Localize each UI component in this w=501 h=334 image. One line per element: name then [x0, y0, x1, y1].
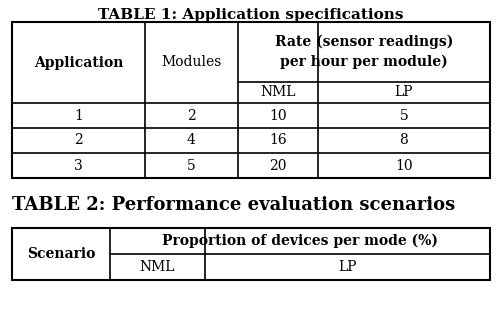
Text: Proportion of devices per mode (%): Proportion of devices per mode (%) [162, 234, 437, 248]
Text: Rate (sensor readings)
per hour per module): Rate (sensor readings) per hour per modu… [274, 35, 452, 69]
Text: Application: Application [34, 55, 123, 69]
Text: 8: 8 [399, 134, 407, 148]
Text: 1: 1 [74, 109, 83, 123]
Text: NML: NML [139, 260, 175, 274]
Text: LP: LP [394, 86, 412, 100]
Bar [12, 22, 489, 178]
Text: 4: 4 [187, 134, 195, 148]
Text: Modules: Modules [161, 55, 221, 69]
Text: Scenario: Scenario [27, 247, 95, 261]
Text: TABLE 1: Application specifications: TABLE 1: Application specifications [98, 8, 403, 22]
Text: 20: 20 [269, 159, 286, 172]
Text: NML: NML [260, 86, 295, 100]
Text: 2: 2 [74, 134, 83, 148]
Text: 3: 3 [74, 159, 83, 172]
Text: 5: 5 [399, 109, 407, 123]
Text: 10: 10 [269, 109, 286, 123]
Text: 5: 5 [187, 159, 195, 172]
Bar [12, 228, 489, 280]
Text: LP: LP [338, 260, 356, 274]
Text: 16: 16 [269, 134, 286, 148]
Text: TABLE 2: Performance evaluation scenarios: TABLE 2: Performance evaluation scenario… [12, 196, 454, 214]
Text: 2: 2 [187, 109, 195, 123]
Text: 10: 10 [394, 159, 412, 172]
